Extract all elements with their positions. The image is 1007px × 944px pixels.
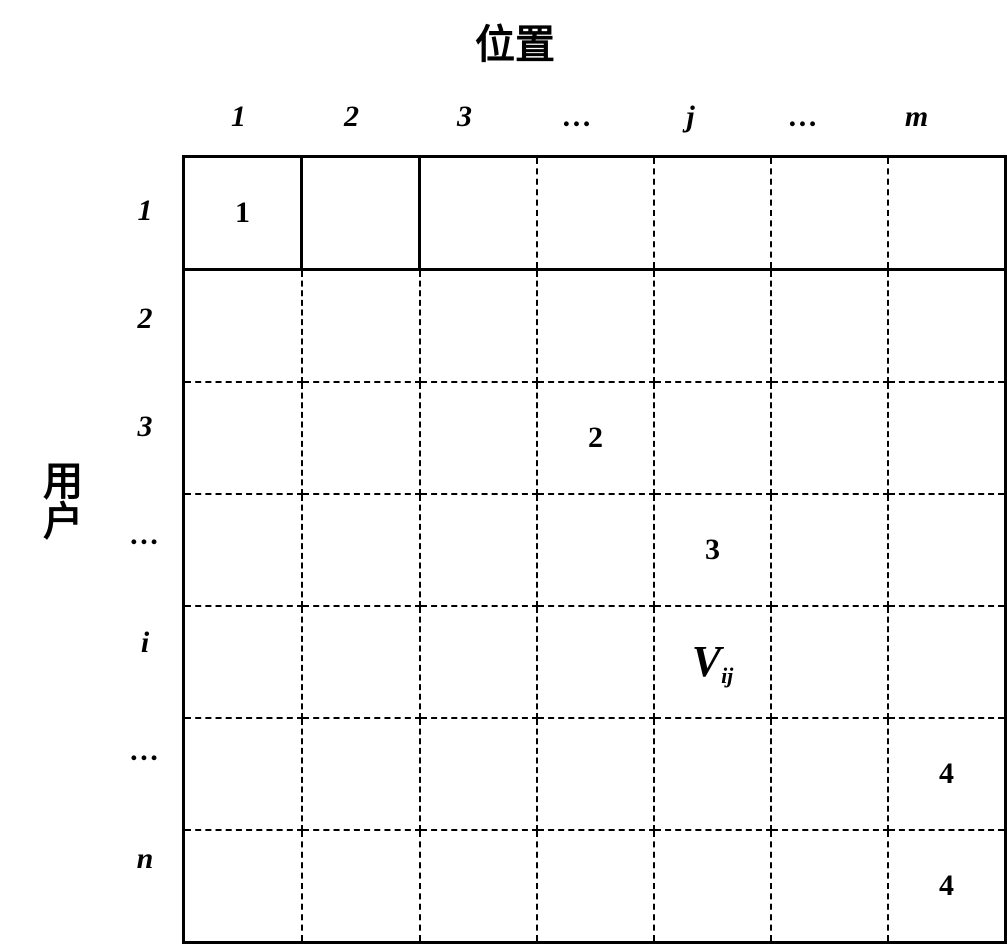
matrix-cell <box>302 157 420 270</box>
matrix-cell <box>184 382 302 494</box>
matrix-cell: Vij <box>654 606 771 718</box>
matrix-cell <box>888 157 1006 270</box>
col-header: j <box>634 100 747 134</box>
matrix-cell <box>302 270 420 383</box>
matrix-cell <box>302 606 420 718</box>
matrix-cell <box>654 382 771 494</box>
matrix-cell: 1 <box>184 157 302 270</box>
matrix-cell: 3 <box>654 494 771 606</box>
row-header: n <box>120 842 170 876</box>
matrix-cell: 4 <box>888 830 1006 943</box>
row-header: i <box>120 626 170 660</box>
matrix-cell <box>654 157 771 270</box>
matrix-cell <box>771 606 888 718</box>
axis-title-left: 用户 <box>30 440 88 560</box>
row-header: … <box>120 734 170 768</box>
col-header: … <box>747 100 860 134</box>
matrix-cell <box>420 494 538 606</box>
matrix-cell <box>771 494 888 606</box>
matrix-cell <box>771 830 888 943</box>
row-header: … <box>120 518 170 552</box>
matrix-cell <box>654 830 771 943</box>
matrix-cell <box>420 830 538 943</box>
col-header: 1 <box>182 100 295 134</box>
matrix-cell <box>537 606 654 718</box>
matrix-cell <box>420 718 538 830</box>
matrix-cell <box>771 157 888 270</box>
matrix-cell <box>537 157 654 270</box>
matrix-cell <box>420 606 538 718</box>
matrix-cell <box>184 718 302 830</box>
matrix-cell: 2 <box>537 382 654 494</box>
row-header: 3 <box>120 410 170 444</box>
matrix-cell <box>302 382 420 494</box>
matrix-cell <box>537 830 654 943</box>
matrix-cell <box>888 606 1006 718</box>
matrix-cell <box>771 718 888 830</box>
matrix-cell <box>537 718 654 830</box>
matrix-cell <box>771 382 888 494</box>
matrix-cell <box>537 494 654 606</box>
matrix-cell <box>654 270 771 383</box>
matrix-cell <box>420 382 538 494</box>
matrix-cell <box>184 830 302 943</box>
matrix-cell <box>420 270 538 383</box>
axis-title-top: 位置 <box>455 12 575 70</box>
row-header: 1 <box>120 194 170 228</box>
matrix-cell <box>302 830 420 943</box>
matrix-cell <box>184 606 302 718</box>
matrix-grid: 1 23Vij 44 <box>182 155 1007 944</box>
col-header: m <box>860 100 973 134</box>
col-header: … <box>521 100 634 134</box>
matrix-cell <box>888 270 1006 383</box>
matrix-cell <box>302 494 420 606</box>
matrix-cell <box>537 270 654 383</box>
matrix-cell <box>654 718 771 830</box>
matrix-cell <box>184 270 302 383</box>
row-header: 2 <box>120 302 170 336</box>
matrix-cell: 4 <box>888 718 1006 830</box>
matrix-cell <box>184 494 302 606</box>
matrix-cell <box>888 494 1006 606</box>
matrix-cell <box>420 157 538 270</box>
matrix-cell <box>771 270 888 383</box>
col-header: 3 <box>408 100 521 134</box>
matrix-cell <box>888 382 1006 494</box>
matrix-cell <box>302 718 420 830</box>
col-header: 2 <box>295 100 408 134</box>
